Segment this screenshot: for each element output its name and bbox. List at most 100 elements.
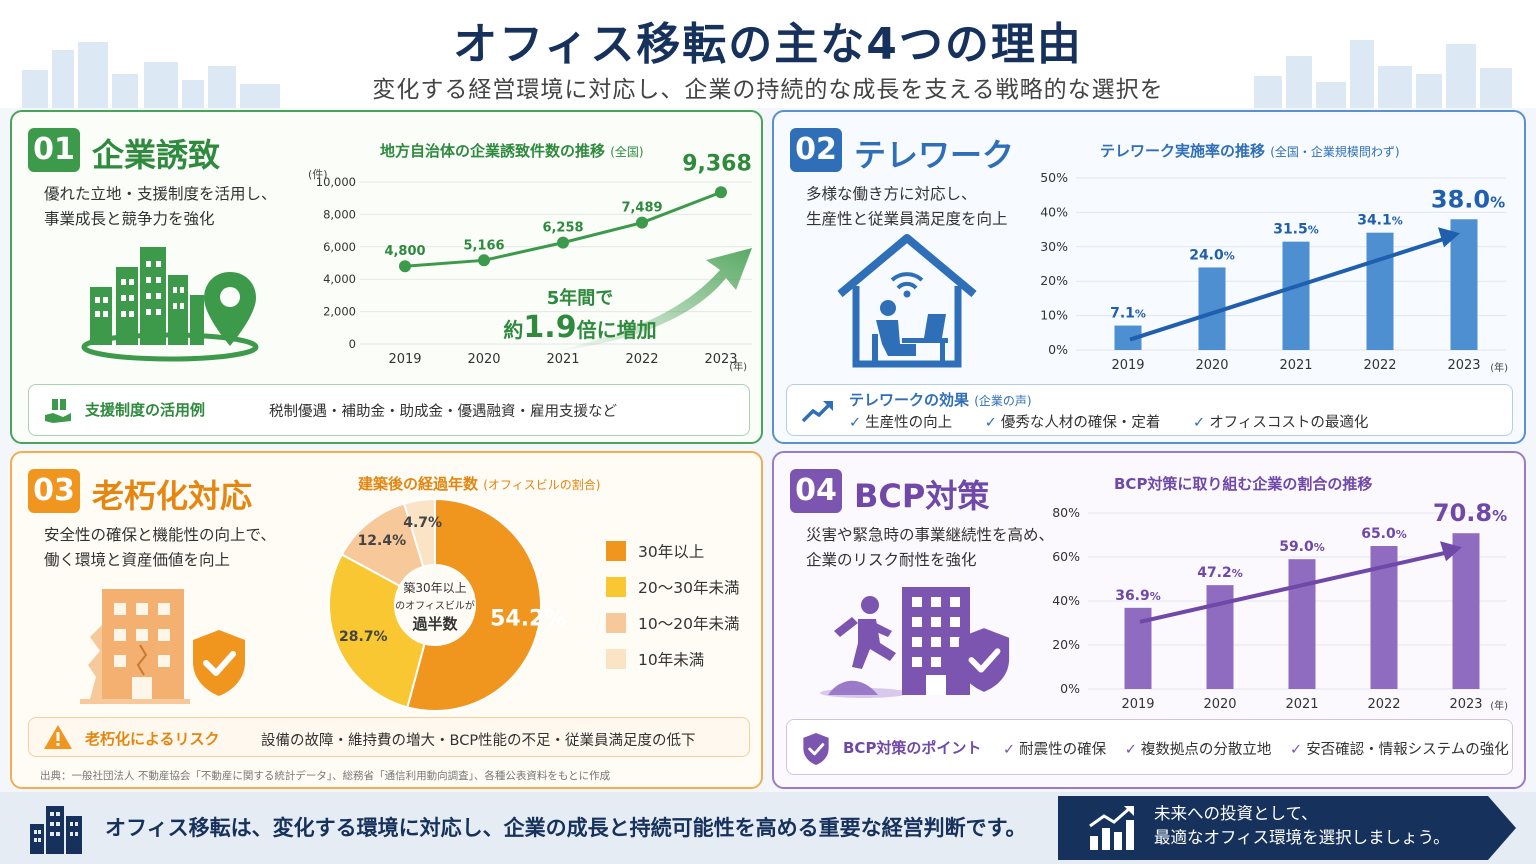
slice-label: 12.4% bbox=[358, 533, 407, 549]
header: オフィス移転の主な4つの理由 変化する経営環境に対応し、企業の持続的な成長を支え… bbox=[0, 0, 1536, 108]
bar bbox=[1282, 241, 1310, 350]
callout-prefix: 約 bbox=[503, 318, 524, 342]
check-icon: ✓ bbox=[1003, 742, 1016, 758]
age-donut-chart: 54.2% 28.7% 12.4% 4.7% 築30年以上 のオフィスビルが 過半数 bbox=[328, 497, 566, 712]
info-text: 設備の故障・維持費の増大・BCP性能の不足・従業員満足度の低下 bbox=[261, 733, 696, 749]
trend-line bbox=[1139, 550, 1449, 624]
callout-multiplier: 1.9 bbox=[523, 310, 577, 345]
aging-risk-bar: 老朽化によるリスク 設備の故障・維持費の増大・BCP性能の不足・従業員満足度の低… bbox=[28, 717, 750, 757]
footer-cta: 未来への投資として、 最適なオフィス環境を選択しましょう。 bbox=[1154, 802, 1450, 850]
donut-center-line: のオフィスビルが bbox=[395, 599, 475, 612]
home-office-icon bbox=[837, 234, 977, 368]
panel-title: テレワーク bbox=[854, 136, 1015, 174]
effect-check-list: ✓ 生産性の向上 ✓ 優秀な人材の確保・定着 ✓ オフィスコストの最適化 bbox=[849, 411, 1368, 432]
description-line: 生産性と従業員満足度を向上 bbox=[806, 210, 1008, 228]
y-tick-label: 40% bbox=[1052, 593, 1080, 608]
warning-icon bbox=[44, 725, 72, 749]
location-pin-icon bbox=[204, 272, 256, 346]
info-label: BCP対策のポイント bbox=[843, 739, 982, 757]
check-icon: ✓ bbox=[849, 415, 862, 431]
data-label: 24.0% bbox=[1189, 247, 1235, 263]
chart-title: 建築後の経過年数 (オフィスビルの割合) bbox=[358, 473, 600, 494]
data-label: 59.0% bbox=[1279, 539, 1325, 555]
panel-description: 多様な働き方に対応し、 生産性と従業員満足度を向上 bbox=[806, 182, 1086, 232]
buildings-icon bbox=[81, 247, 259, 362]
description-line: 働く環境と資産価値を向上 bbox=[44, 551, 231, 569]
x-tick-label: 2021 bbox=[546, 352, 579, 367]
x-tick-label: 2020 bbox=[467, 352, 500, 367]
y-tick-label: 0% bbox=[1060, 681, 1080, 696]
check-item: 複数拠点の分散立地 bbox=[1140, 742, 1272, 758]
check-icon: ✓ bbox=[1290, 742, 1303, 758]
legend-swatch bbox=[606, 577, 626, 597]
slice-label: 4.7% bbox=[403, 515, 442, 531]
x-unit-label: (年) bbox=[729, 360, 747, 373]
shield-check-icon bbox=[193, 630, 245, 696]
trend-arrow-head bbox=[1438, 227, 1460, 248]
y-tick-label: 10% bbox=[1040, 308, 1068, 323]
x-tick-label: 2023 bbox=[1449, 697, 1482, 712]
footer: オフィス移転は、変化する環境に対応し、企業の成長と持続可能性を高める重要な経営判… bbox=[0, 792, 1536, 864]
panel-telework: 02 テレワーク 多様な働き方に対応し、 生産性と従業員満足度を向上 テレワーク… bbox=[772, 110, 1526, 444]
data-label: 47.2% bbox=[1197, 565, 1243, 581]
shield-check-icon bbox=[803, 732, 829, 766]
chart-title-text: 地方自治体の企業誘致件数の推移 bbox=[380, 142, 606, 160]
x-tick-label: 2020 bbox=[1195, 358, 1228, 373]
check-icon: ✓ bbox=[984, 415, 997, 431]
building-icon bbox=[902, 587, 970, 695]
data-label: 31.5% bbox=[1273, 222, 1319, 238]
data-label: 5,166 bbox=[463, 238, 504, 253]
x-tick-label: 2023 bbox=[704, 352, 737, 367]
info-label: 老朽化によるリスク bbox=[85, 730, 220, 748]
legend-swatch bbox=[606, 541, 626, 561]
support-info-bar: 支援制度の活用例 税制優遇・補助金・助成金・優遇融資・雇用支援など bbox=[28, 384, 750, 436]
data-point bbox=[557, 236, 569, 249]
data-label: 36.9% bbox=[1115, 588, 1161, 604]
growth-callout: 5年間で 約1.9倍に増加 bbox=[480, 284, 680, 345]
x-tick-label: 2019 bbox=[1121, 697, 1154, 712]
info-text: 税制優遇・補助金・助成金・優遇融資・雇用支援など bbox=[269, 404, 617, 420]
y-tick-label: 8,000 bbox=[323, 207, 356, 221]
y-tick-label: 0 bbox=[349, 337, 356, 351]
trend-up-icon bbox=[801, 401, 833, 423]
bar bbox=[1450, 219, 1478, 350]
description-line: 多様な働き方に対応し、 bbox=[806, 185, 977, 203]
shield-check-icon bbox=[958, 628, 1010, 692]
growth-chart-icon bbox=[1089, 806, 1134, 850]
donut-slice bbox=[328, 553, 426, 709]
city-icon bbox=[30, 806, 82, 854]
legend-label: 20〜30年未満 bbox=[638, 579, 740, 597]
y-tick-label: 2,000 bbox=[323, 305, 356, 319]
y-tick-label: 80% bbox=[1052, 505, 1080, 520]
y-tick-label: 40% bbox=[1040, 204, 1068, 219]
callout-line: 5年間で bbox=[546, 288, 614, 309]
chart-title-text: BCP対策に取り組む企業の割合の推移 bbox=[1114, 475, 1373, 493]
panel-bcp: 04 BCP対策 災害や緊急時の事業継続性を高め、 企業のリスク耐性を強化 BC… bbox=[772, 451, 1526, 789]
data-point bbox=[399, 260, 411, 273]
x-tick-label: 2022 bbox=[625, 352, 658, 367]
check-icon: ✓ bbox=[1193, 415, 1206, 431]
legend-item: 30年以上 bbox=[606, 533, 756, 569]
chart-title-text: 建築後の経過年数 bbox=[358, 475, 479, 493]
x-tick-label: 2020 bbox=[1203, 697, 1236, 712]
x-tick-label: 2019 bbox=[388, 352, 421, 367]
description-line: 安全性の確保と機能性の向上で、 bbox=[44, 526, 276, 544]
legend-item: 10年未満 bbox=[606, 641, 756, 677]
data-label: 65.0% bbox=[1361, 526, 1407, 542]
data-label: 7.1% bbox=[1110, 306, 1146, 322]
y-tick-label: 0% bbox=[1048, 342, 1068, 357]
y-unit-label: (件) bbox=[308, 168, 328, 181]
check-item: オフィスコストの最適化 bbox=[1209, 415, 1369, 431]
footer-message: オフィス移転は、変化する環境に対応し、企業の成長と持続可能性を高める重要な経営判… bbox=[105, 816, 1027, 840]
chart-title-note: (オフィスビルの割合) bbox=[483, 478, 601, 492]
x-tick-label: 2023 bbox=[1447, 358, 1480, 373]
legend-swatch bbox=[606, 649, 626, 669]
panel-number: 03 bbox=[28, 469, 80, 513]
legend-item: 20〜30年未満 bbox=[606, 569, 756, 605]
trend-arrow-head bbox=[1440, 541, 1462, 562]
x-tick-label: 2021 bbox=[1279, 358, 1312, 373]
donut-legend: 30年以上 20〜30年未満 10〜20年未満 10年未満 bbox=[606, 533, 756, 677]
slice-label: 28.7% bbox=[339, 629, 388, 645]
info-label-note: (企業の声) bbox=[974, 394, 1032, 408]
gift-hand-icon bbox=[45, 399, 71, 423]
